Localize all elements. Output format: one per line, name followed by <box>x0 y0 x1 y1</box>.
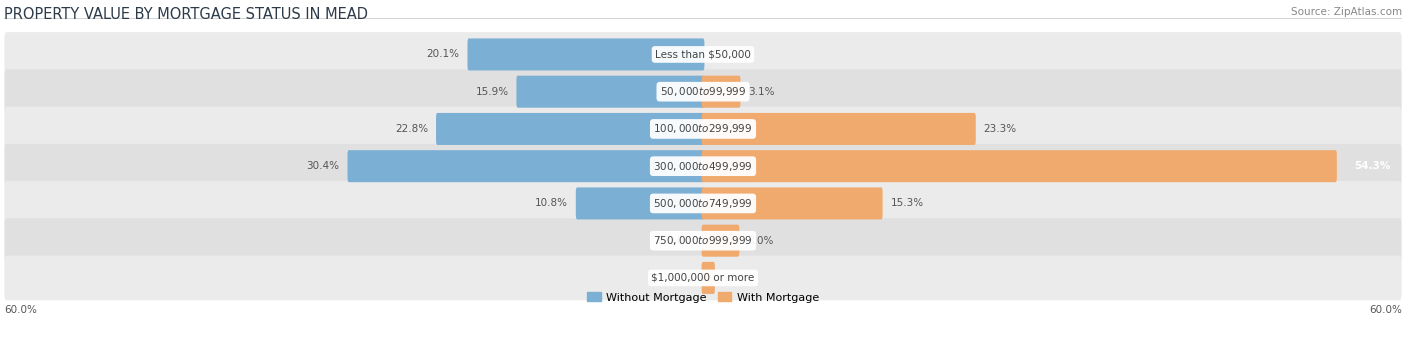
FancyBboxPatch shape <box>4 107 1402 151</box>
FancyBboxPatch shape <box>516 76 704 108</box>
Text: $750,000 to $999,999: $750,000 to $999,999 <box>654 234 752 247</box>
FancyBboxPatch shape <box>4 256 1402 300</box>
Text: 0.0%: 0.0% <box>668 236 693 246</box>
FancyBboxPatch shape <box>467 38 704 70</box>
Text: 60.0%: 60.0% <box>1369 305 1402 315</box>
FancyBboxPatch shape <box>4 218 1402 263</box>
Text: 60.0%: 60.0% <box>4 305 37 315</box>
Text: PROPERTY VALUE BY MORTGAGE STATUS IN MEAD: PROPERTY VALUE BY MORTGAGE STATUS IN MEA… <box>4 7 368 22</box>
FancyBboxPatch shape <box>702 225 740 257</box>
FancyBboxPatch shape <box>702 262 714 294</box>
Text: 54.3%: 54.3% <box>1354 161 1391 171</box>
Text: $1,000,000 or more: $1,000,000 or more <box>651 273 755 283</box>
Text: 15.9%: 15.9% <box>475 87 509 97</box>
Text: 0.0%: 0.0% <box>713 49 738 60</box>
Text: 0.9%: 0.9% <box>723 273 749 283</box>
FancyBboxPatch shape <box>436 113 704 145</box>
Text: $300,000 to $499,999: $300,000 to $499,999 <box>654 160 752 173</box>
FancyBboxPatch shape <box>4 32 1402 77</box>
Text: 23.3%: 23.3% <box>984 124 1017 134</box>
Text: $50,000 to $99,999: $50,000 to $99,999 <box>659 85 747 98</box>
Text: 0.0%: 0.0% <box>668 273 693 283</box>
Text: Less than $50,000: Less than $50,000 <box>655 49 751 60</box>
FancyBboxPatch shape <box>4 181 1402 226</box>
FancyBboxPatch shape <box>702 76 741 108</box>
FancyBboxPatch shape <box>4 69 1402 114</box>
FancyBboxPatch shape <box>576 187 704 219</box>
FancyBboxPatch shape <box>347 150 704 182</box>
Text: Source: ZipAtlas.com: Source: ZipAtlas.com <box>1291 7 1402 17</box>
Text: 22.8%: 22.8% <box>395 124 427 134</box>
FancyBboxPatch shape <box>702 150 1337 182</box>
Text: 3.1%: 3.1% <box>748 87 775 97</box>
Legend: Without Mortgage, With Mortgage: Without Mortgage, With Mortgage <box>582 288 824 307</box>
FancyBboxPatch shape <box>702 113 976 145</box>
Text: 10.8%: 10.8% <box>534 199 568 208</box>
FancyBboxPatch shape <box>702 187 883 219</box>
Text: 30.4%: 30.4% <box>307 161 340 171</box>
FancyBboxPatch shape <box>4 144 1402 189</box>
Text: 3.0%: 3.0% <box>747 236 773 246</box>
Text: $100,000 to $299,999: $100,000 to $299,999 <box>654 122 752 135</box>
Text: 15.3%: 15.3% <box>890 199 924 208</box>
Text: 20.1%: 20.1% <box>426 49 460 60</box>
Text: $500,000 to $749,999: $500,000 to $749,999 <box>654 197 752 210</box>
